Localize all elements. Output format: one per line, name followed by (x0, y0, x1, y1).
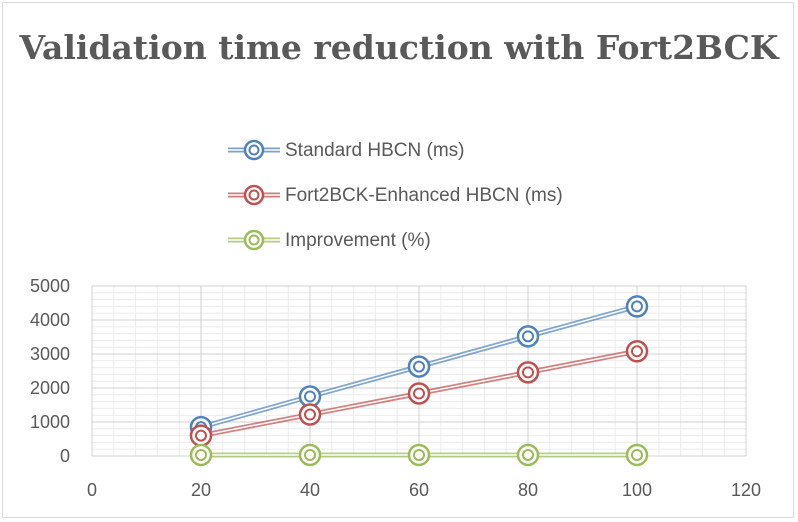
data-point (516, 361, 540, 384)
data-point (189, 443, 213, 467)
x-tick-label: 0 (87, 480, 97, 500)
data-point-core (304, 448, 316, 461)
legend-marker-improvement (228, 229, 280, 251)
data-point-ring (516, 443, 540, 467)
y-tick-label: 0 (60, 446, 70, 466)
data-point-ring (516, 361, 540, 384)
x-tick-label: 40 (300, 480, 320, 500)
x-tick-label: 120 (731, 480, 761, 500)
data-point-core (522, 330, 534, 343)
data-point (625, 443, 649, 467)
data-point-ring (407, 443, 431, 467)
data-point (625, 340, 649, 363)
data-point-ring (625, 340, 649, 363)
x-tick-label: 80 (518, 480, 538, 500)
data-point-core (522, 448, 534, 461)
data-point-ring (189, 443, 213, 467)
data-point (189, 424, 213, 447)
series-1 (189, 340, 649, 447)
legend-label-standard: Standard HBCN (ms) (285, 140, 465, 161)
data-point-ring (189, 424, 213, 447)
data-point-core (631, 448, 643, 461)
data-point-ring (298, 403, 322, 426)
data-point-core (195, 448, 207, 461)
legend-marker-standard (228, 139, 280, 161)
data-point-core (631, 345, 643, 358)
x-tick-label: 60 (409, 480, 429, 500)
data-point-core (631, 300, 643, 313)
y-tick-label: 3000 (30, 344, 70, 364)
x-tick-label: 20 (191, 480, 211, 500)
x-tick-label: 100 (622, 480, 652, 500)
data-point-ring (516, 325, 540, 348)
y-tick-label: 4000 (30, 310, 70, 330)
data-point-core (413, 387, 425, 400)
y-tick-label: 2000 (30, 378, 70, 398)
data-point-core (522, 366, 534, 379)
data-point-ring (625, 295, 649, 318)
data-point-core (304, 390, 316, 403)
data-point (516, 325, 540, 348)
data-point-core (304, 408, 316, 421)
data-point-core (413, 448, 425, 461)
legend-label-improvement: Improvement (%) (285, 230, 431, 251)
data-point-core (195, 429, 207, 442)
data-point (298, 443, 322, 467)
data-point (516, 443, 540, 467)
data-point (298, 385, 322, 408)
data-point-ring (407, 355, 431, 378)
legend-label-enhanced: Fort2BCK-Enhanced HBCN (ms) (285, 185, 563, 206)
y-tick-label: 1000 (30, 412, 70, 432)
y-tick-label: 5000 (30, 276, 70, 296)
data-point-ring (625, 443, 649, 467)
data-point (407, 382, 431, 405)
data-point-core (413, 360, 425, 373)
data-point (407, 355, 431, 378)
legend-marker-enhanced (228, 184, 280, 206)
chart-title: Validation time reduction with Fort2BCK (19, 28, 779, 67)
series-2 (189, 443, 649, 467)
data-point (625, 295, 649, 318)
data-point (298, 403, 322, 426)
data-point (407, 443, 431, 467)
data-point-ring (298, 443, 322, 467)
data-point-ring (407, 382, 431, 405)
